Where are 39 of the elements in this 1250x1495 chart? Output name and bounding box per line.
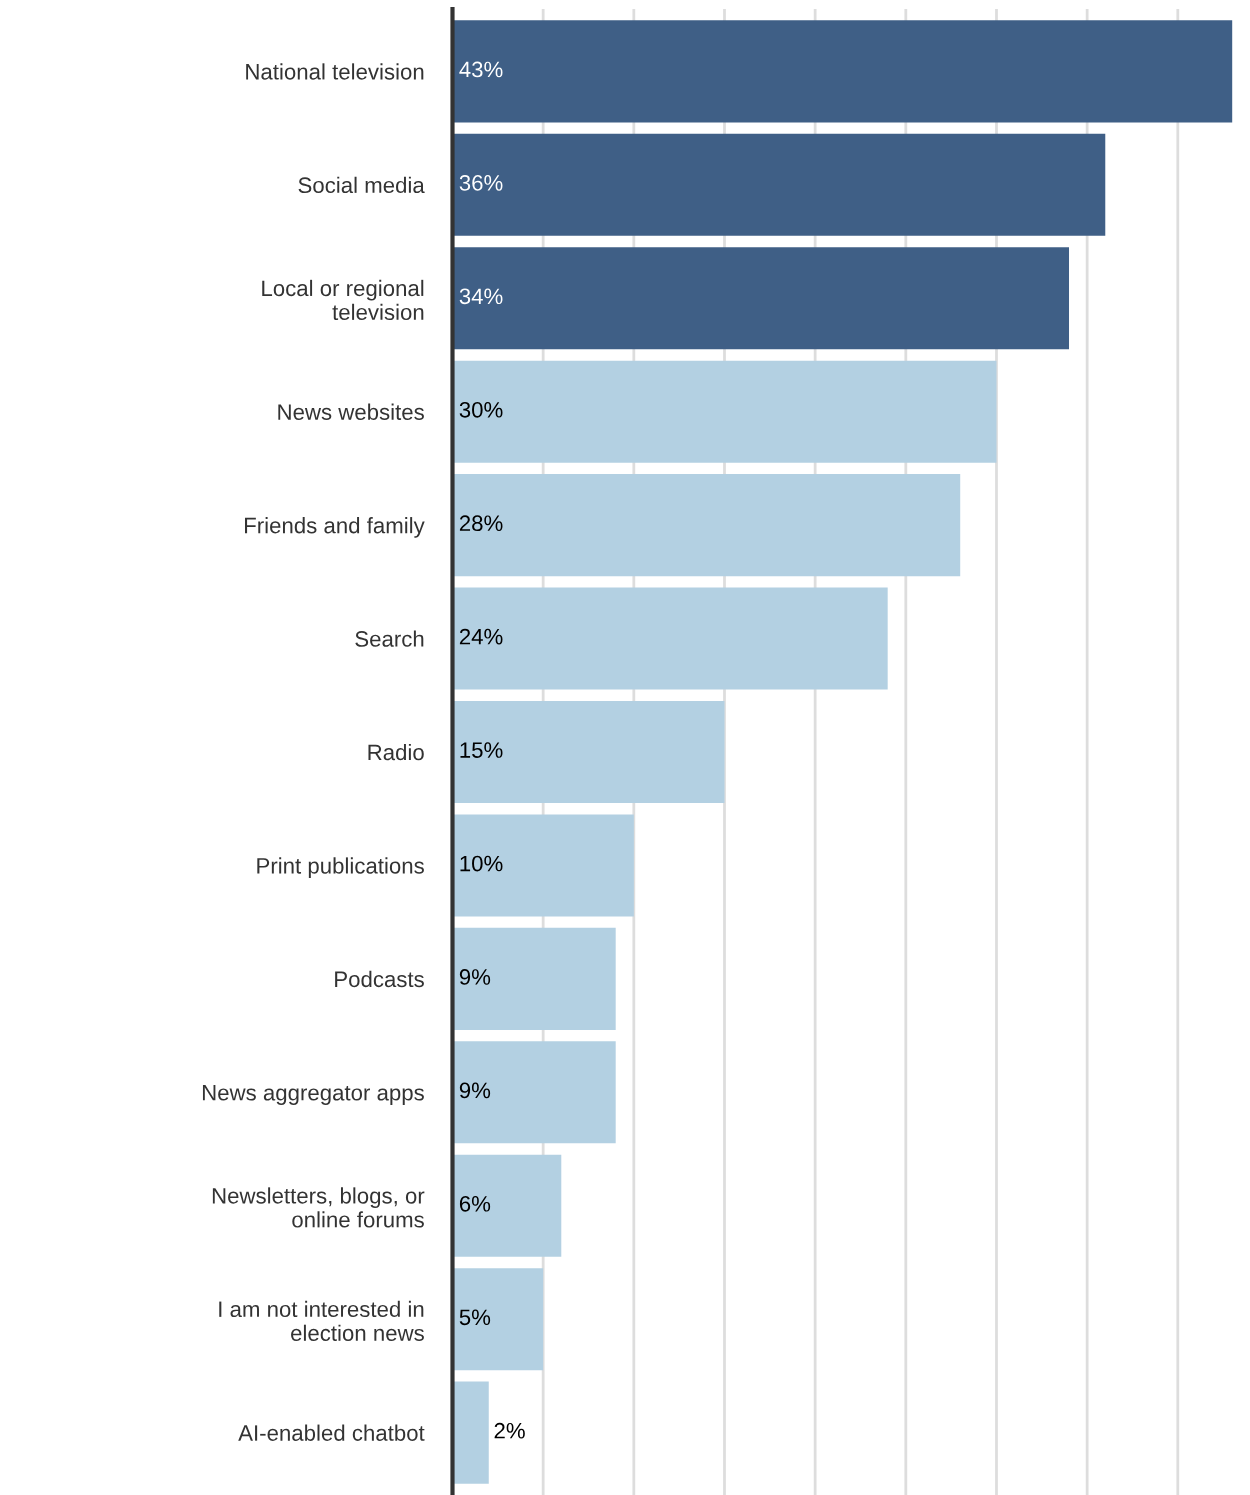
y-tick-label: Radio	[368, 743, 424, 761]
data-label: 9%	[459, 969, 491, 985]
y-tick-label: Friends and family	[245, 517, 425, 538]
y-tick-label: National television	[246, 63, 424, 80]
bar	[452, 133, 1106, 236]
y-tick-label: News aggregator apps	[202, 1085, 424, 1105]
data-label: 15%	[460, 742, 503, 758]
y-tick-label: News websites	[278, 403, 424, 420]
data-label: 28%	[459, 515, 503, 532]
bar	[452, 20, 1233, 123]
data-label: 2%	[494, 1422, 525, 1439]
bar	[452, 700, 725, 804]
y-tick-label: Newsletters, blogs, or online forums	[212, 1187, 425, 1228]
bar	[452, 360, 997, 463]
y-tick-label: Social media	[298, 176, 425, 194]
bar	[452, 587, 888, 690]
data-label: 9%	[459, 1082, 491, 1099]
y-tick-label: Search	[355, 630, 424, 647]
y-tick-label: Local or regional television	[262, 279, 424, 321]
bar	[452, 247, 1070, 350]
data-label: 30%	[459, 401, 503, 418]
data-label: 24%	[459, 628, 503, 645]
bar	[452, 927, 616, 1030]
y-tick-label: Podcasts	[335, 970, 424, 988]
data-label: 34%	[459, 288, 503, 305]
data-label: 10%	[460, 855, 503, 872]
y-tick-label: Print publications	[257, 857, 424, 879]
bar	[452, 1154, 562, 1257]
bar	[452, 474, 961, 577]
bar	[452, 1268, 544, 1371]
y-tick-label: AI-enabled chatbot	[238, 1424, 425, 1441]
data-label: 36%	[459, 175, 503, 191]
bar	[452, 1381, 489, 1484]
y-tick-label: I am not interested in election news	[219, 1300, 424, 1342]
data-label: 5%	[459, 1309, 491, 1326]
data-label: 6%	[459, 1195, 491, 1212]
bar	[452, 1041, 616, 1144]
bar	[452, 814, 634, 917]
data-label: 43%	[459, 61, 503, 78]
